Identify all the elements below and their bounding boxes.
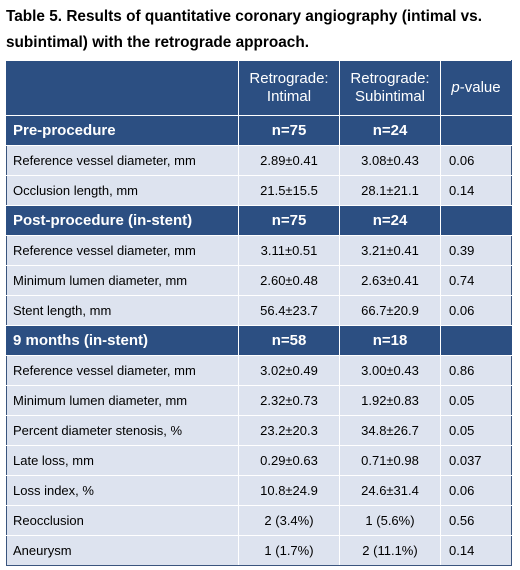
row-intimal-value: 2.60±0.48 [238,265,340,296]
row-intimal-value: 2 (3.4%) [238,505,340,536]
row-subintimal-value: 3.08±0.43 [339,145,441,176]
row-p-value: 0.86 [440,355,512,386]
table-row: Late loss, mm 0.29±0.63 0.71±0.98 0.037 [6,445,512,476]
header-row: Retrograde: Intimal Retrograde: Subintim… [6,60,512,116]
header-subintimal-line2: Subintimal [354,88,426,105]
row-intimal-value: 3.02±0.49 [238,355,340,386]
row-subintimal-value: 3.00±0.43 [339,355,441,386]
row-p-value: 0.05 [440,385,512,416]
row-p-value: 0.037 [440,445,512,476]
table-row: Minimum lumen diameter, mm 2.32±0.73 1.92±… [6,385,512,416]
row-p-value: 0.06 [440,475,512,506]
section-title: Pre-procedure [6,115,239,146]
header-label-cell [6,60,239,116]
row-label: Reference vessel diameter, mm [6,235,239,266]
section-n-intimal: n=58 [238,325,340,356]
row-p-value: 0.06 [440,145,512,176]
row-p-value: 0.05 [440,415,512,446]
row-label: Aneurysm [6,535,239,566]
section-n-intimal: n=75 [238,115,340,146]
row-subintimal-value: 2 (11.1%) [339,535,441,566]
row-label: Reference vessel diameter, mm [6,355,239,386]
section-row: Pre-procedure n=75 n=24 [6,115,512,146]
row-subintimal-value: 28.1±21.1 [339,175,441,206]
section-n-subintimal: n=24 [339,115,441,146]
row-intimal-value: 23.2±20.3 [238,415,340,446]
header-subintimal: Retrograde: Subintimal [339,60,441,116]
row-label: Minimum lumen diameter, mm [6,265,239,296]
row-subintimal-value: 1 (5.6%) [339,505,441,536]
row-intimal-value: 2.32±0.73 [238,385,340,416]
table-row: Aneurysm 1 (1.7%) 2 (11.1%) 0.14 [6,535,512,566]
row-label: Loss index, % [6,475,239,506]
header-p-value: p-value [440,60,512,116]
row-label: Reocclusion [6,505,239,536]
section-title: 9 months (in-stent) [6,325,239,356]
table-row: Stent length, mm 56.4±23.7 66.7±20.9 0.06 [6,295,512,326]
row-subintimal-value: 3.21±0.41 [339,235,441,266]
header-intimal: Retrograde: Intimal [238,60,340,116]
row-intimal-value: 1 (1.7%) [238,535,340,566]
table-caption: Table 5. Results of quantitative coronar… [6,8,482,51]
table-row: Loss index, % 10.8±24.9 24.6±31.4 0.06 [6,475,512,506]
row-subintimal-value: 0.71±0.98 [339,445,441,476]
row-intimal-value: 3.11±0.51 [238,235,340,266]
row-p-value: 0.14 [440,535,512,566]
section-n-subintimal: n=18 [339,325,441,356]
row-label: Late loss, mm [6,445,239,476]
row-subintimal-value: 2.63±0.41 [339,265,441,296]
section-n-intimal: n=75 [238,205,340,236]
row-p-value: 0.39 [440,235,512,266]
table-row: Minimum lumen diameter, mm 2.60±0.48 2.63±… [6,265,512,296]
table-row: Occlusion length, mm 21.5±15.5 28.1±21.1 0.… [6,175,512,206]
table-body: Pre-procedure n=75 n=24 Reference vessel di… [6,115,512,566]
header-p-rest: -value [459,79,501,96]
section-title: Post-procedure (in-stent) [6,205,239,236]
row-label: Stent length, mm [6,295,239,326]
row-subintimal-value: 66.7±20.9 [339,295,441,326]
row-p-value: 0.74 [440,265,512,296]
table-row: Reference vessel diameter, mm 3.11±0.51 3.… [6,235,512,266]
row-intimal-value: 21.5±15.5 [238,175,340,206]
row-subintimal-value: 1.92±0.83 [339,385,441,416]
header-intimal-line1: Retrograde: [249,70,329,87]
row-intimal-value: 56.4±23.7 [238,295,340,326]
row-p-value: 0.06 [440,295,512,326]
row-label: Minimum lumen diameter, mm [6,385,239,416]
table-row: Reocclusion 2 (3.4%) 1 (5.6%) 0.56 [6,505,512,536]
row-p-value: 0.14 [440,175,512,206]
section-row: Post-procedure (in-stent) n=75 n=24 [6,205,512,236]
table-row: Reference vessel diameter, mm 2.89±0.41 3.… [6,145,512,176]
header-p-italic: p [451,79,460,96]
row-intimal-value: 10.8±24.9 [238,475,340,506]
qca-results-table: Retrograde: Intimal Retrograde: Subintim… [6,60,512,566]
row-subintimal-value: 34.8±26.7 [339,415,441,446]
row-p-value: 0.56 [440,505,512,536]
row-label: Occlusion length, mm [6,175,239,206]
section-p-empty [440,115,512,146]
row-intimal-value: 2.89±0.41 [238,145,340,176]
row-label: Percent diameter stenosis, % [6,415,239,446]
header-subintimal-line1: Retrograde: [350,70,430,87]
section-p-empty [440,205,512,236]
table-row: Percent diameter stenosis, % 23.2±20.3 34.… [6,415,512,446]
section-n-subintimal: n=24 [339,205,441,236]
section-p-empty [440,325,512,356]
row-label: Reference vessel diameter, mm [6,145,239,176]
row-intimal-value: 0.29±0.63 [238,445,340,476]
table-row: Reference vessel diameter, mm 3.02±0.49 3.… [6,355,512,386]
header-intimal-line2: Intimal [266,88,312,105]
row-subintimal-value: 24.6±31.4 [339,475,441,506]
section-row: 9 months (in-stent) n=58 n=18 [6,325,512,356]
